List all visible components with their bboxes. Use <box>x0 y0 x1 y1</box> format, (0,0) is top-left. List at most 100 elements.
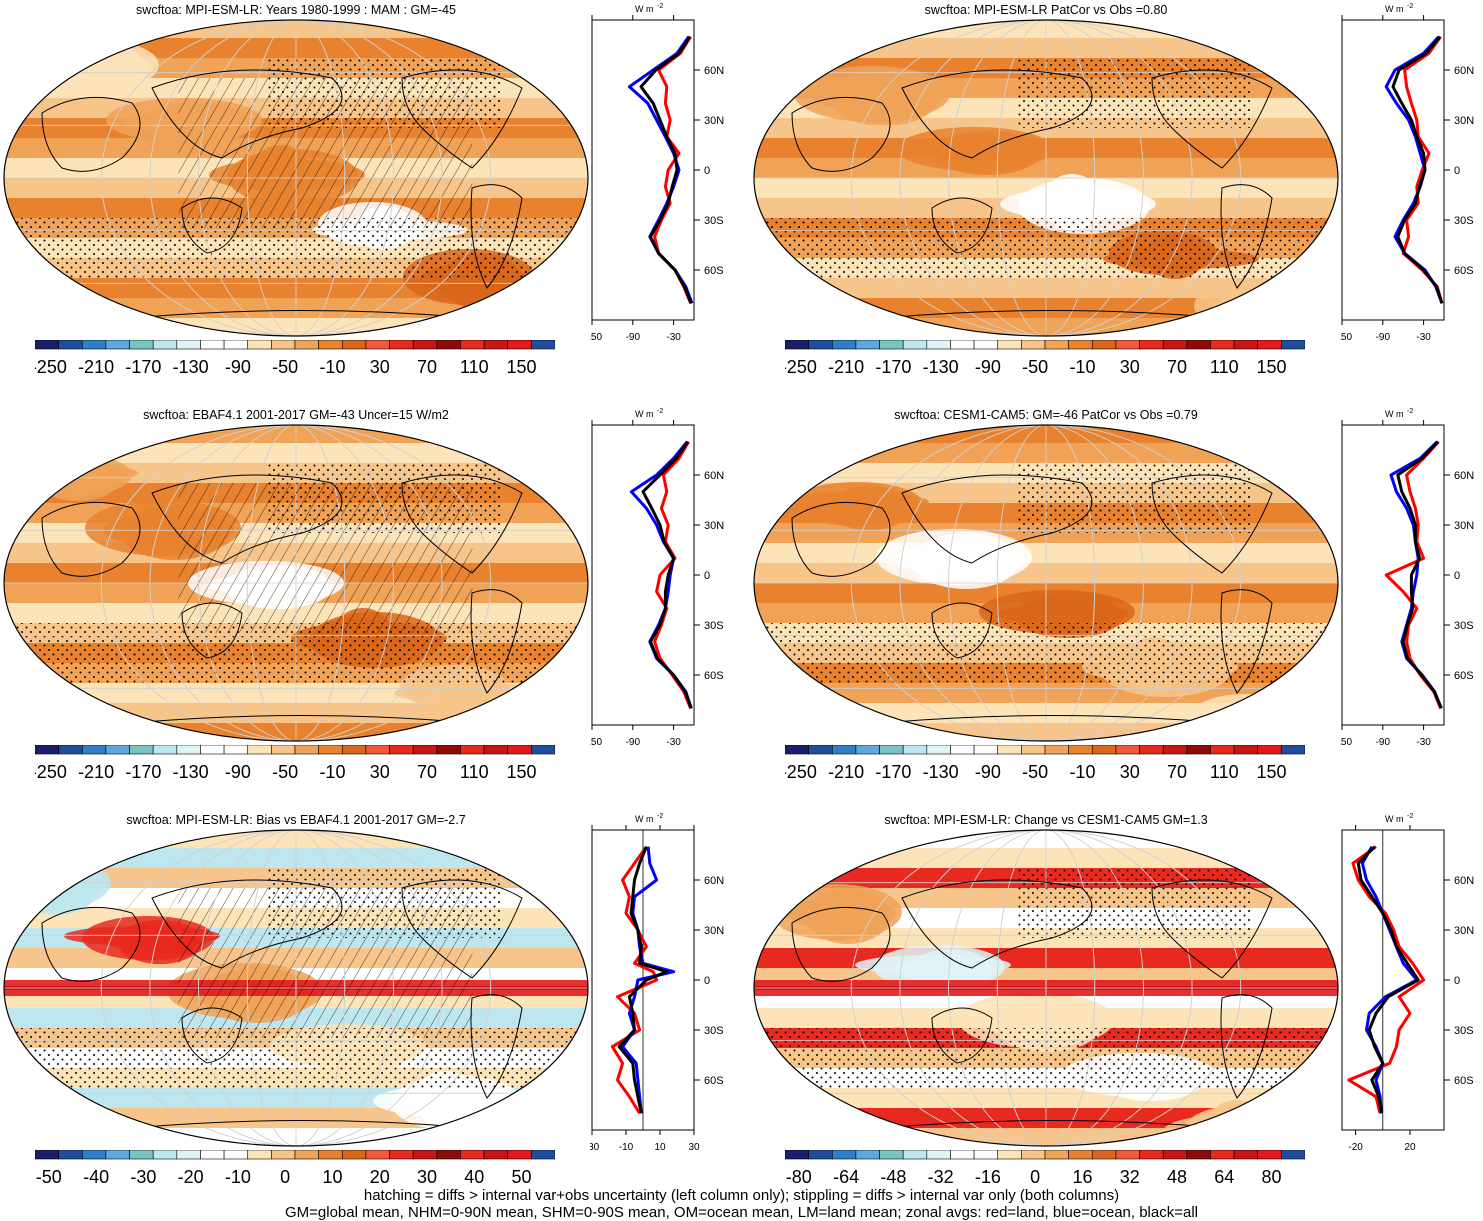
colorbar-swatch <box>507 340 532 350</box>
colorbar-swatch <box>58 340 83 350</box>
colorbar-swatch <box>341 340 367 350</box>
colorbar-swatch <box>35 1150 59 1160</box>
zonal-x-tick-label: -30 <box>666 332 681 343</box>
colorbar-swatch <box>200 1150 225 1160</box>
zonal-lat-label: 0 <box>704 165 710 177</box>
colorbar-label: -16 <box>975 1167 1001 1187</box>
colorbar-label: 0 <box>1030 1167 1040 1187</box>
colorbar-swatch <box>1233 1150 1259 1160</box>
colorbar-label: 70 <box>1167 762 1187 782</box>
colorbar-swatch <box>1091 340 1117 350</box>
colorbar-swatch <box>81 340 107 350</box>
colorbar-swatch <box>271 745 296 755</box>
colorbar-swatch <box>1257 745 1282 755</box>
colorbar-swatch <box>1139 1150 1164 1160</box>
colorbar-swatch <box>105 1150 130 1160</box>
coastline <box>791 906 891 982</box>
colorbar-label: -10 <box>225 1167 251 1187</box>
colorbar-label: -50 <box>1022 762 1048 782</box>
zonal-lat-label: 30N <box>704 520 724 532</box>
zonal-series-line <box>617 846 669 1114</box>
zonal-lat-label: 60S <box>1454 1075 1474 1087</box>
colorbar-swatch <box>1091 745 1117 755</box>
zonal-x-tick-label: -150 <box>590 737 602 748</box>
zonal-lat-label: 60S <box>704 670 724 682</box>
colorbar-label: 0 <box>280 1167 290 1187</box>
footer-line-1: hatching = diffs > internal var+obs unce… <box>363 1187 1120 1204</box>
zonal-x-tick-label: -30 <box>1416 332 1431 343</box>
colorbar-swatch <box>808 745 833 755</box>
colorbar-swatch <box>247 1150 272 1160</box>
zonal-series-line <box>1396 440 1443 709</box>
zonal-lat-label: 60S <box>1454 670 1474 682</box>
coastline <box>881 715 1223 724</box>
colorbar-swatch <box>483 1150 509 1160</box>
colorbar-label: 16 <box>1072 1167 1092 1187</box>
zonal-unit-exponent: -2 <box>1407 3 1413 10</box>
colorbar-swatch <box>223 340 249 350</box>
colorbar-label: -250 <box>35 357 67 377</box>
zonal-series-line <box>653 440 692 709</box>
colorbar-label: -250 <box>785 762 817 782</box>
coastline <box>1220 184 1273 289</box>
colorbar-swatch <box>531 1150 555 1160</box>
colorbar-label: 80 <box>1262 1167 1282 1187</box>
map-plot <box>3 424 589 742</box>
colorbar-swatch <box>1210 1150 1235 1160</box>
colorbar-swatch <box>831 745 857 755</box>
colorbar-swatch <box>294 340 319 350</box>
zonal-x-tick-label: -90 <box>1376 737 1391 748</box>
zonal-lat-label: 30S <box>1454 215 1474 227</box>
colorbar-swatch <box>902 1150 928 1160</box>
zonal-lat-label: 0 <box>1454 975 1460 987</box>
colorbar-swatch <box>58 745 83 755</box>
zonal-x-tick-label: 20 <box>1404 1142 1416 1153</box>
colorbar-swatch <box>1186 340 1211 350</box>
colorbar-swatch <box>1257 340 1282 350</box>
colorbar-swatch <box>35 745 59 755</box>
colorbar: -50 -40 -30 -20 -10 0 10 20 30 40 50 <box>35 1150 555 1187</box>
coastline <box>131 310 473 319</box>
zonal-mean-plot: W m-2 -30 -10 10 30 60N 30N 0 30S 60S <box>590 813 724 1153</box>
colorbar-swatch <box>1210 745 1235 755</box>
colorbar-label: -10 <box>319 357 345 377</box>
colorbar-swatch <box>950 745 975 755</box>
colorbar-label: 150 <box>1257 357 1287 377</box>
colorbar-swatch <box>1162 1150 1188 1160</box>
coastline <box>401 879 523 979</box>
zonal-unit-label: W m <box>635 814 654 824</box>
colorbar-label: -50 <box>272 357 298 377</box>
panel-title: swcftoa: MPI-ESM-LR: Bias vs EBAF4.1 200… <box>126 813 466 827</box>
colorbar-swatch <box>1233 340 1259 350</box>
coastline <box>151 879 343 969</box>
colorbar-label: -130 <box>923 762 959 782</box>
colorbar-label: 64 <box>1214 1167 1234 1187</box>
footer-line-2: GM=global mean, NHM=0-90N mean, SHM=0-90… <box>284 1204 1198 1221</box>
coastline <box>181 197 243 254</box>
colorbar-label: -10 <box>1069 357 1095 377</box>
colorbar-label: 10 <box>322 1167 342 1187</box>
colorbar-swatch <box>1044 745 1069 755</box>
coastline <box>470 184 523 289</box>
colorbar-label: 48 <box>1167 1167 1187 1187</box>
zonal-x-tick-label: -10 <box>619 1142 634 1153</box>
colorbar-label: -50 <box>272 762 298 782</box>
zonal-unit-exponent: -2 <box>1407 408 1413 415</box>
colorbar-swatch <box>294 745 319 755</box>
colorbar-swatch <box>129 340 154 350</box>
coastline <box>41 501 141 577</box>
colorbar-label: -50 <box>36 1167 62 1187</box>
zonal-x-tick-label: -30 <box>590 1142 600 1153</box>
colorbar-swatch <box>831 1150 857 1160</box>
zonal-unit-label: W m <box>635 409 654 419</box>
colorbar-swatch <box>950 1150 975 1160</box>
colorbar-swatch <box>460 1150 485 1160</box>
colorbar-swatch <box>318 340 343 350</box>
colorbar-label: -90 <box>975 762 1001 782</box>
colorbar-label: -250 <box>35 762 67 782</box>
colorbar-label: 40 <box>464 1167 484 1187</box>
zonal-unit-label: W m <box>635 4 654 14</box>
colorbar-swatch <box>1044 340 1069 350</box>
zonal-x-tick-label: -20 <box>1348 1142 1363 1153</box>
colorbar: -80 -64 -48 -32 -16 0 16 32 48 64 80 <box>785 1150 1305 1187</box>
